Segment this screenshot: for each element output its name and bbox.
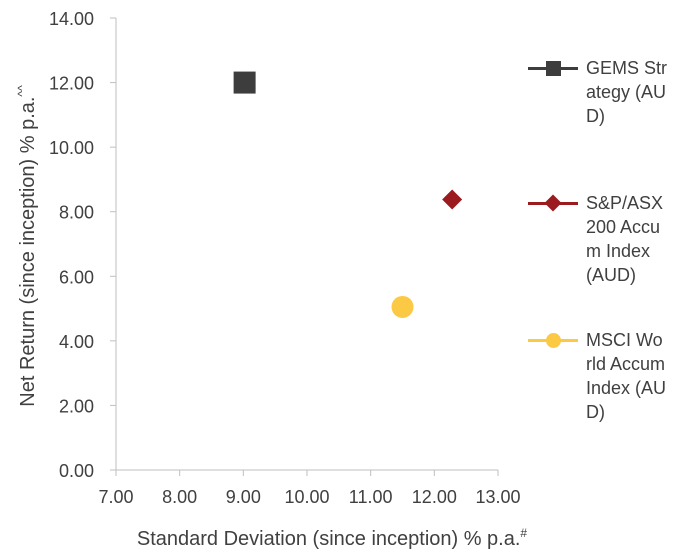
x-tick-label: 12.00 — [412, 487, 457, 507]
data-point-square — [233, 71, 256, 94]
x-tick-label: 8.00 — [162, 487, 197, 507]
legend-label-gems: GEMS Strategy (AUD) — [586, 58, 668, 126]
x-tick-label: 7.00 — [98, 487, 133, 507]
x-tick-label: 11.00 — [349, 487, 393, 507]
y-tick-label: 2.00 — [59, 396, 94, 416]
data-point-diamond — [442, 189, 463, 210]
legend: GEMS Strategy (AUD) S&P/ASX 200 Accum In… — [528, 0, 673, 552]
y-axis-title: Net Return (since inception) % p.a.^^ — [15, 85, 39, 407]
legend-label-msci: MSCI World Accum Index (AUD) — [586, 330, 667, 422]
data-point-circle — [391, 295, 414, 318]
y-tick-labels: 0.00 2.00 4.00 6.00 8.00 10.00 12.00 14.00 — [49, 9, 116, 481]
y-tick-label: 0.00 — [59, 461, 94, 481]
y-tick-label: 8.00 — [59, 203, 94, 223]
x-tick-labels: 7.00 8.00 9.00 10.00 11.00 12.00 13.00 — [98, 470, 521, 507]
data-points — [233, 71, 463, 318]
y-axis-title-sup: ^^ — [15, 85, 29, 97]
y-tick-label: 12.00 — [49, 74, 94, 94]
diamond-marker-icon — [544, 194, 562, 212]
axes — [115, 18, 498, 471]
x-axis-title-sup: # — [520, 526, 527, 540]
x-axis-title: Standard Deviation (since inception) % p… — [137, 526, 528, 550]
y-tick-label: 10.00 — [49, 138, 94, 158]
y-tick-label: 14.00 — [49, 9, 94, 29]
y-tick-label: 4.00 — [59, 332, 94, 352]
x-tick-label: 13.00 — [475, 487, 520, 507]
circle-marker-icon — [546, 333, 561, 348]
x-tick-label: 9.00 — [226, 487, 261, 507]
square-marker-icon — [546, 61, 561, 76]
legend-label-asx: S&P/ASX 200 Accum Index (AUD) — [586, 193, 664, 285]
y-tick-label: 6.00 — [59, 267, 94, 287]
x-tick-label: 10.00 — [284, 487, 329, 507]
